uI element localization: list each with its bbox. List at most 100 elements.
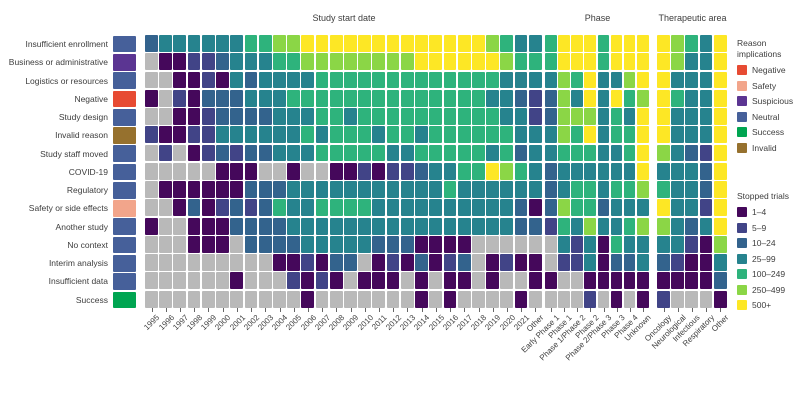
heatmap-cell [610, 126, 623, 144]
heatmap-cell [201, 35, 215, 52]
heatmap-cell [287, 53, 300, 71]
heatmap-cell [400, 217, 414, 235]
reason-implication-swatch [113, 291, 136, 309]
heatmap-cell [344, 89, 357, 107]
heatmap-cell [623, 89, 636, 107]
heatmap-cell [429, 126, 443, 144]
heatmap-cell [244, 89, 258, 107]
reason-implication-swatch [113, 181, 136, 199]
heatmap-cell [558, 144, 570, 162]
row-label: Success [75, 294, 108, 305]
heatmap-cell [500, 254, 514, 272]
heatmap-cell [415, 272, 428, 290]
heatmap-cell [187, 199, 201, 217]
heatmap-cell [386, 217, 400, 235]
heatmap-cell [258, 217, 272, 235]
heatmap-cell [657, 199, 670, 217]
heatmap-cell [415, 89, 428, 107]
heatmap-cell [545, 71, 557, 89]
legend-swatch [737, 96, 747, 107]
legend-item: 10–24 [737, 238, 799, 249]
heatmap-cell [344, 126, 357, 144]
heatmap-cell [372, 254, 386, 272]
heatmap-cell [610, 71, 623, 89]
heatmap-cell [301, 144, 315, 162]
heatmap-cell [258, 89, 272, 107]
heatmap-cell [500, 89, 514, 107]
heatmap-cell [610, 181, 623, 198]
heatmap-cell [358, 217, 372, 235]
heatmap-cell [315, 254, 329, 272]
heatmap-cell [244, 235, 258, 253]
heatmap-cell [471, 126, 485, 144]
heatmap-cell [358, 254, 372, 272]
heatmap-cell [471, 35, 485, 52]
heatmap-cell [657, 181, 670, 198]
heatmap-cell [671, 108, 684, 125]
heatmap-cell [301, 181, 315, 198]
heatmap-cell [457, 144, 471, 162]
heatmap-cell [623, 35, 636, 52]
heatmap-cell [415, 53, 428, 71]
x-axis-tick [293, 308, 295, 312]
row-label: Invalid reason [55, 130, 108, 141]
heatmap-cell [528, 71, 542, 89]
legend-swatch [737, 65, 747, 76]
heatmap-cell [329, 35, 343, 52]
heatmap-cell [216, 53, 229, 71]
heatmap-cell [713, 144, 727, 162]
heatmap-cell [258, 254, 272, 272]
x-axis-tick [379, 308, 381, 312]
heatmap-cell [429, 144, 443, 162]
heatmap-cell [372, 181, 386, 198]
heatmap-cell [685, 217, 699, 235]
heatmap-cell [671, 162, 684, 180]
heatmap-cell [201, 162, 215, 180]
heatmap-cell [685, 71, 699, 89]
x-axis-tick [279, 308, 281, 312]
heatmap-cell [159, 53, 173, 71]
heatmap-cell [685, 126, 699, 144]
legend-item: 250–499 [737, 284, 799, 296]
heatmap-cell [486, 254, 499, 272]
row-label: Negative [74, 93, 108, 104]
heatmap-cell [699, 290, 713, 308]
heatmap-cell [584, 71, 597, 89]
heatmap-cell [713, 181, 727, 198]
legend-item: 5–9 [737, 222, 799, 234]
heatmap-cell [457, 272, 471, 290]
heatmap-cell [584, 290, 597, 308]
heatmap-cell [584, 235, 597, 253]
heatmap-cell [187, 108, 201, 125]
heatmap-cell [671, 235, 684, 253]
heatmap-cell [429, 71, 443, 89]
heatmap-cell [571, 181, 583, 198]
heatmap-cell [671, 290, 684, 308]
heatmap-cell [571, 235, 583, 253]
heatmap-cell [258, 126, 272, 144]
heatmap-cell [201, 199, 215, 217]
heatmap-cell [329, 71, 343, 89]
heatmap-cell [301, 53, 315, 71]
heatmap-cell [216, 235, 229, 253]
heatmap-cell [258, 53, 272, 71]
heatmap-cell [258, 272, 272, 290]
heatmap-cell [597, 35, 610, 52]
legend-item: 500+ [737, 300, 799, 311]
heatmap-cell [636, 126, 649, 144]
x-axis-tick [407, 308, 409, 312]
heatmap-cell [315, 217, 329, 235]
heatmap-cell [258, 71, 272, 89]
heatmap-cell [329, 199, 343, 217]
heatmap-cell [528, 89, 542, 107]
heatmap-cell [386, 71, 400, 89]
heatmap-cell [415, 71, 428, 89]
heatmap-cell [216, 272, 229, 290]
heatmap-cell [713, 235, 727, 253]
heatmap-cell [187, 290, 201, 308]
heatmap-cell [272, 199, 286, 217]
legend-label: 10–24 [752, 238, 776, 249]
x-axis-tick [535, 308, 537, 312]
heatmap-cell [230, 108, 244, 125]
heatmap-cell [457, 181, 471, 198]
